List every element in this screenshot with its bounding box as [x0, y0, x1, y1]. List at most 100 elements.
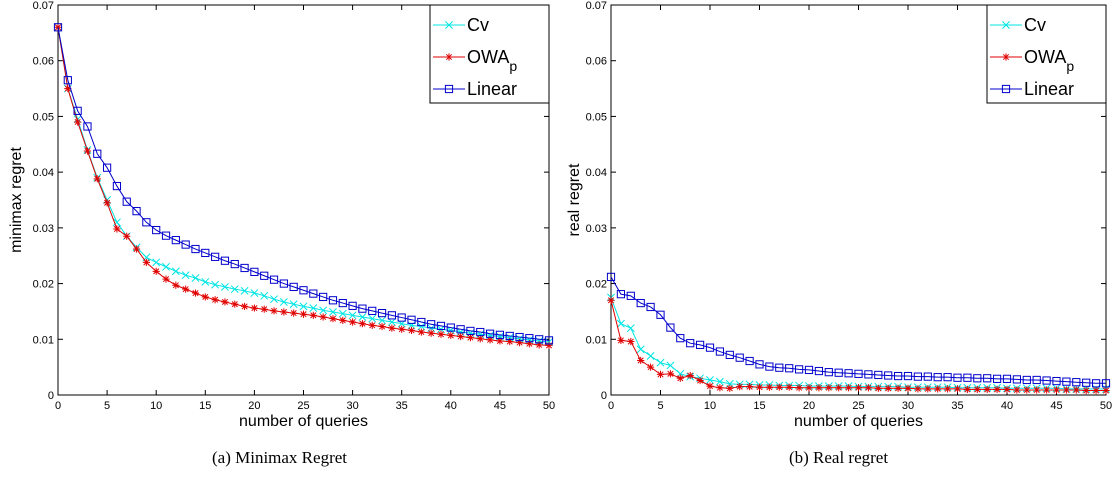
data-point [785, 383, 793, 391]
data-point [627, 337, 635, 346]
data-point [201, 293, 209, 301]
data-point [466, 326, 475, 336]
data-point [535, 341, 543, 349]
caption-real-regret: (b) Real regret [788, 448, 889, 467]
data-point [1052, 376, 1061, 386]
legend-box [986, 4, 1107, 104]
data-point [201, 277, 210, 286]
data-point [765, 383, 773, 391]
data-point [1062, 386, 1070, 394]
y-tick-label: 0.06 [33, 56, 54, 68]
y-tick-label: 0 [48, 390, 54, 402]
data-point [191, 274, 200, 282]
data-point [715, 377, 724, 386]
data-point [113, 225, 121, 233]
data-point [1043, 386, 1051, 394]
data-point [666, 361, 675, 370]
data-point [299, 310, 308, 318]
data-point [309, 311, 317, 319]
data-point [436, 321, 446, 331]
data-point [515, 332, 524, 342]
legend-label-linear: Linear [1024, 79, 1074, 99]
data-point [329, 308, 337, 316]
data-point [388, 324, 396, 332]
data-point [1032, 375, 1041, 385]
x-tick-label: 0 [608, 400, 614, 412]
data-point [1012, 375, 1021, 384]
data-point [74, 118, 82, 126]
data-point [53, 23, 63, 32]
data-point [182, 285, 190, 293]
data-point [279, 298, 288, 306]
data-point [191, 244, 200, 254]
data-point [368, 321, 376, 329]
data-point [417, 328, 425, 336]
data-point [814, 366, 823, 376]
data-point [496, 337, 504, 345]
data-point [171, 267, 180, 276]
data-point [705, 343, 715, 352]
data-point [211, 252, 220, 261]
series-owa [607, 296, 1110, 395]
data-point [289, 282, 298, 292]
data-point [775, 383, 783, 391]
data-point [112, 181, 122, 191]
data-point [476, 335, 484, 343]
series-line-cv [610, 297, 1106, 390]
data-point [231, 300, 239, 308]
x-tick-label: 40 [445, 400, 457, 412]
data-point [309, 289, 318, 298]
data-point [746, 383, 754, 391]
data-point [132, 245, 141, 253]
data-point [1003, 385, 1011, 394]
data-point [171, 236, 180, 245]
data-point [1013, 386, 1021, 394]
x-tick-label: 20 [803, 400, 815, 412]
series-owa [54, 23, 553, 350]
data-point [834, 368, 843, 377]
legend-label-linear: Linear [467, 79, 517, 99]
data-point [93, 175, 101, 183]
data-point [290, 309, 298, 317]
data-point [93, 149, 102, 158]
data-point [647, 363, 655, 371]
data-point [676, 374, 684, 382]
data-point [545, 341, 553, 350]
data-point [348, 311, 357, 320]
y-tick-label: 0.07 [586, 0, 607, 12]
x-tick-label: 15 [199, 400, 211, 412]
data-point [289, 300, 298, 309]
data-point [319, 313, 327, 321]
data-point [874, 370, 883, 380]
data-point [815, 384, 823, 392]
data-point [240, 263, 249, 273]
data-point [656, 310, 665, 319]
data-point [715, 347, 725, 356]
data-point [755, 383, 764, 391]
data-point [953, 373, 962, 382]
data-point [495, 330, 504, 339]
data-point [250, 267, 259, 276]
data-point [1042, 376, 1051, 385]
data-point [1022, 375, 1031, 385]
data-point [427, 329, 435, 337]
data-point [407, 315, 416, 324]
data-point [525, 334, 534, 343]
legend-marker-owa [445, 53, 453, 61]
data-point [162, 262, 170, 271]
chart-panel-minimax-regret: 0 5 10 15 20 25 30 35 40 45 50 0 0.01 0.02 0.03 0.04 0.0… [8, 0, 555, 467]
data-point [666, 323, 675, 332]
data-point [280, 308, 288, 316]
data-point [457, 332, 465, 341]
data-point [260, 305, 268, 313]
x-tick-label: 45 [494, 400, 506, 412]
data-point [377, 309, 387, 318]
data-point [220, 256, 230, 265]
y-tick-label: 0.01 [586, 334, 607, 346]
data-point [656, 370, 665, 378]
data-point [745, 356, 754, 366]
data-point [368, 314, 377, 323]
data-point [924, 385, 932, 393]
